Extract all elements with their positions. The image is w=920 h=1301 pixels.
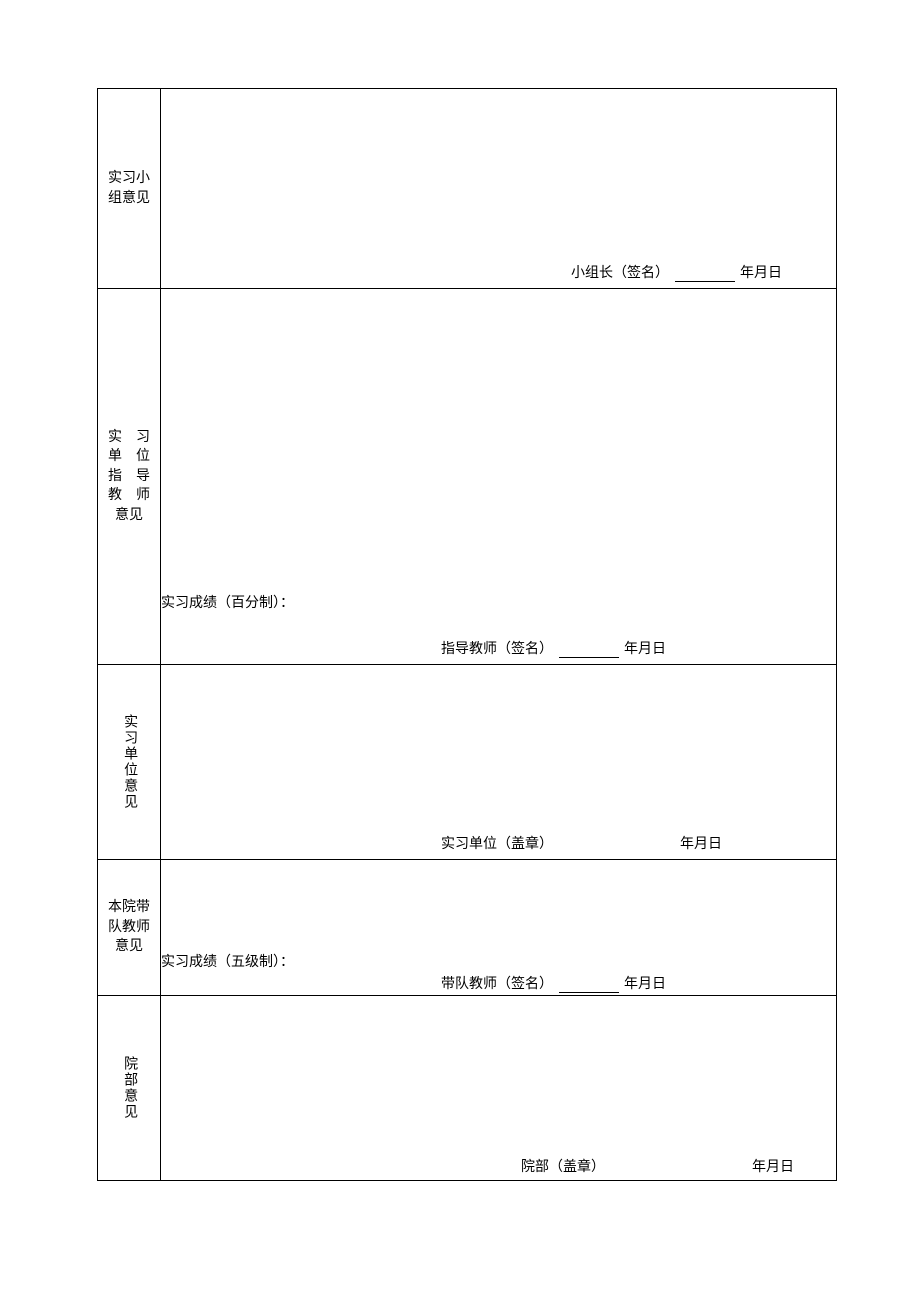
content-unit-teacher: 实习成绩（百分制）： 指导教师（签名） 年月日	[161, 289, 836, 664]
row-dept-opinion: 院部意见 院部（盖章） 年月日	[98, 996, 836, 1180]
date-lead: 年月日	[624, 977, 666, 992]
sig-underline-instructor	[559, 644, 619, 658]
score-hundred: 实习成绩（百分制）：	[161, 592, 294, 612]
row-unit-teacher-opinion: 实习 单位 指导 教师 意见 实习成绩（百分制）： 指导教师（签名） 年月日	[98, 289, 836, 665]
label-cell-group: 实习小组意见	[98, 89, 161, 288]
label-college-teacher-opinion: 本院带队教师意见	[102, 898, 156, 957]
signature-group-leader: 小组长（签名） 年月日	[571, 262, 782, 282]
date-unit: 年月日	[680, 837, 722, 852]
sig-prefix-instructor: 指导教师（签名）	[441, 642, 553, 657]
row-unit-opinion: 实习单位意见 实习单位（盖章） 年月日	[98, 665, 836, 860]
content-unit: 实习单位（盖章） 年月日	[161, 665, 836, 859]
content-college-teacher: 实习成绩（五级制）： 带队教师（签名） 年月日	[161, 860, 836, 995]
label-unit-teacher-opinion: 实习 单位 指导 教师 意见	[108, 428, 150, 526]
sig-prefix-group: 小组长（签名）	[571, 266, 669, 281]
sig-prefix-dept: 院部（盖章）	[521, 1160, 605, 1175]
label-cell-unit: 实习单位意见	[98, 665, 161, 859]
label-cell-college-teacher: 本院带队教师意见	[98, 860, 161, 995]
sig-underline-lead	[559, 979, 619, 993]
evaluation-table: 实习小组意见 小组长（签名） 年月日 实习 单位 指导 教师 意见 实习成绩（百…	[97, 88, 837, 1181]
label-group-opinion: 实习小组意见	[102, 169, 156, 208]
label-cell-dept: 院部意见	[98, 996, 161, 1180]
label-unit-opinion: 实习单位意见	[120, 714, 138, 810]
row-group-opinion: 实习小组意见 小组长（签名） 年月日	[98, 89, 836, 289]
signature-instructor: 指导教师（签名） 年月日	[441, 638, 666, 658]
signature-unit: 实习单位（盖章） 年月日	[441, 833, 722, 853]
date-group: 年月日	[740, 266, 782, 281]
row-college-teacher-opinion: 本院带队教师意见 实习成绩（五级制）： 带队教师（签名） 年月日	[98, 860, 836, 996]
date-dept: 年月日	[752, 1160, 794, 1175]
sig-underline-group	[675, 268, 735, 282]
date-instructor: 年月日	[624, 642, 666, 657]
label-cell-unit-teacher: 实习 单位 指导 教师 意见	[98, 289, 161, 664]
label-dept-opinion: 院部意见	[120, 1056, 138, 1120]
sig-prefix-lead: 带队教师（签名）	[441, 977, 553, 992]
content-dept: 院部（盖章） 年月日	[161, 996, 836, 1180]
signature-dept: 院部（盖章） 年月日	[521, 1156, 794, 1176]
content-group: 小组长（签名） 年月日	[161, 89, 836, 288]
signature-lead-teacher: 带队教师（签名） 年月日	[441, 973, 666, 993]
sig-prefix-unit: 实习单位（盖章）	[441, 837, 553, 852]
score-five: 实习成绩（五级制）：	[161, 951, 294, 971]
